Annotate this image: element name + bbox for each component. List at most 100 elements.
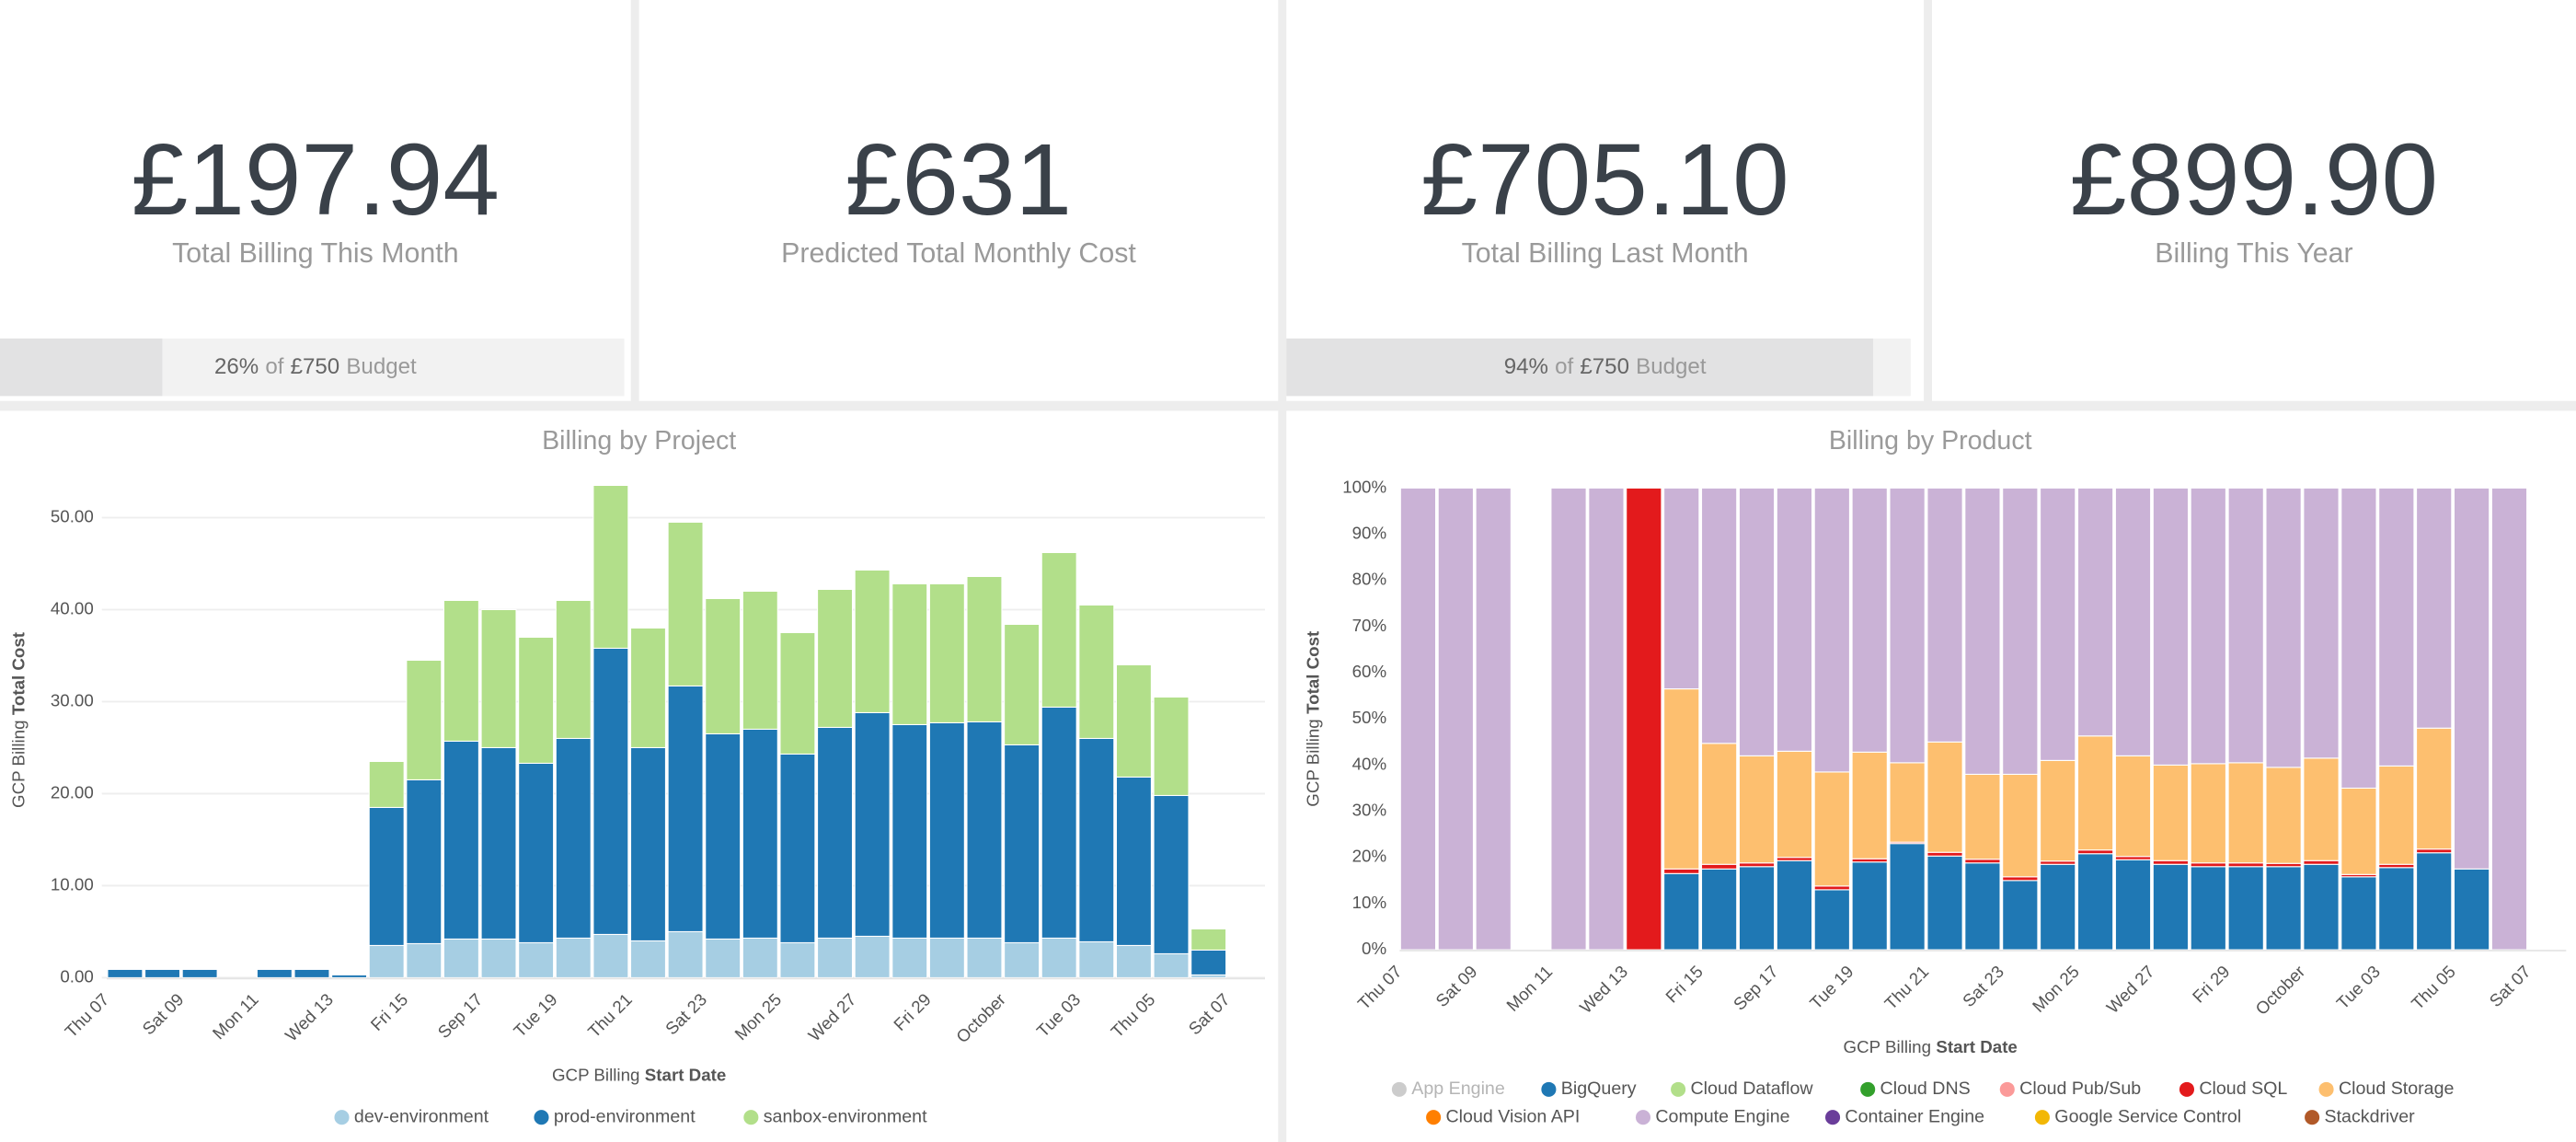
chart-title: Billing by Project — [542, 426, 736, 456]
bar-segment — [555, 737, 592, 939]
bar-segment — [331, 974, 368, 978]
bar-segment — [1851, 751, 1888, 859]
y-axis-title-emphasis: Total Cost — [8, 631, 28, 715]
bar-segment — [629, 627, 666, 748]
y-tick-label: 30% — [1352, 801, 1387, 820]
legend-swatch — [2318, 1081, 2334, 1097]
bar-segment — [2002, 876, 2039, 882]
bar-segment — [2002, 773, 2039, 878]
bar-segment — [1926, 855, 1963, 951]
bar-segment — [1041, 937, 1077, 978]
bar-segment — [2340, 787, 2377, 875]
legend-label: Container Engine — [1845, 1106, 1984, 1126]
bar-segment — [2002, 880, 2039, 951]
bar-segment — [406, 779, 443, 944]
legend-swatch — [1391, 1081, 1407, 1097]
bar-segment — [966, 721, 1003, 939]
bar-segment — [144, 968, 181, 978]
bar-segment — [779, 753, 816, 943]
card — [0, 0, 631, 401]
bar-segment — [817, 588, 854, 728]
bar-segment — [2227, 487, 2264, 764]
legend-label: Cloud Vision API — [1446, 1106, 1581, 1126]
bar-segment — [2378, 867, 2415, 951]
bar-segment — [1889, 762, 1926, 843]
legend-swatch — [1860, 1081, 1876, 1097]
kpi-value: £705.10 — [1421, 123, 1789, 236]
bar-segment — [1889, 487, 1926, 764]
y-tick-label: 80% — [1352, 570, 1387, 589]
bar-segment — [891, 583, 928, 725]
bar-segment — [1190, 949, 1227, 975]
bar-segment — [2190, 763, 2226, 864]
bar-segment — [1550, 487, 1587, 951]
bar-segment — [667, 930, 704, 978]
bar-segment — [2416, 852, 2453, 951]
bar-segment — [2152, 764, 2190, 861]
bar-segment — [2227, 862, 2264, 868]
bar-segment — [1964, 487, 2001, 775]
legend-label: App Engine — [1411, 1079, 1505, 1099]
y-tick-label: 20.00 — [51, 782, 94, 802]
bar-segment — [1776, 750, 1813, 859]
bar-segment — [1153, 696, 1190, 796]
legend-label: Compute Engine — [1655, 1106, 1789, 1126]
bar-segment — [1964, 773, 2001, 860]
bar-segment — [555, 937, 592, 978]
legend-label: prod-environment — [554, 1106, 696, 1126]
budget-of: of — [1555, 354, 1573, 379]
bar-segment — [2378, 765, 2415, 865]
bar-segment — [1663, 688, 1700, 870]
bar-segment — [817, 937, 854, 978]
bar-segment — [891, 937, 928, 978]
kpi-value: £631 — [845, 123, 1072, 236]
bar-segment — [443, 740, 479, 940]
bar-segment — [966, 937, 1003, 978]
bar-segment — [2227, 762, 2264, 864]
bar-segment — [293, 968, 330, 978]
budget-of: of — [265, 354, 283, 379]
y-axis-title-emphasis: Total Cost — [1304, 630, 1323, 714]
budget-text: 26% of £750 Budget — [214, 354, 417, 379]
bar-segment — [443, 938, 479, 978]
bar-segment — [854, 711, 891, 937]
budget-percent: 26% — [214, 354, 259, 379]
bar-segment — [1776, 859, 1813, 951]
bar-segment — [181, 968, 218, 978]
bar-segment — [1700, 863, 1738, 870]
y-tick-label: 10% — [1352, 893, 1387, 912]
legend-swatch — [1635, 1110, 1651, 1125]
legend-swatch — [1426, 1110, 1442, 1125]
bar-segment — [443, 599, 479, 742]
bar-segment — [592, 933, 629, 978]
bar-segment — [406, 942, 443, 978]
bar-segment — [480, 746, 517, 940]
bar-segment — [1813, 487, 1850, 773]
bar-segment — [667, 521, 704, 686]
bar-segment — [966, 575, 1003, 722]
bar-segment — [256, 968, 293, 978]
bar-segment — [1964, 862, 2001, 951]
bar-segment — [1588, 487, 1625, 951]
legend-label: Google Service Control — [2054, 1106, 2241, 1126]
bar-segment — [1078, 604, 1115, 739]
bar-segment — [1738, 866, 1776, 951]
bar-segment — [2114, 755, 2152, 858]
bar-segment — [2040, 759, 2076, 862]
legend-label: Stackdriver — [2325, 1106, 2416, 1126]
bar-segment — [1813, 771, 1850, 887]
legend-label: sanbox-environment — [764, 1106, 927, 1126]
budget-suffix: Budget — [346, 354, 417, 379]
x-axis-title-emphasis: Start Date — [1936, 1037, 2018, 1056]
y-tick-label: 40% — [1352, 754, 1387, 773]
kpi-label: Predicted Total Monthly Cost — [781, 238, 1136, 269]
bar-segment — [2152, 863, 2190, 951]
chart-title: Billing by Product — [1829, 426, 2032, 456]
bar-segment — [1399, 487, 1437, 951]
bar-segment — [2152, 859, 2190, 865]
legend-swatch — [2305, 1110, 2320, 1125]
bar-segment — [928, 583, 965, 723]
bar-segment — [1663, 872, 1700, 951]
legend-swatch — [1825, 1110, 1841, 1125]
